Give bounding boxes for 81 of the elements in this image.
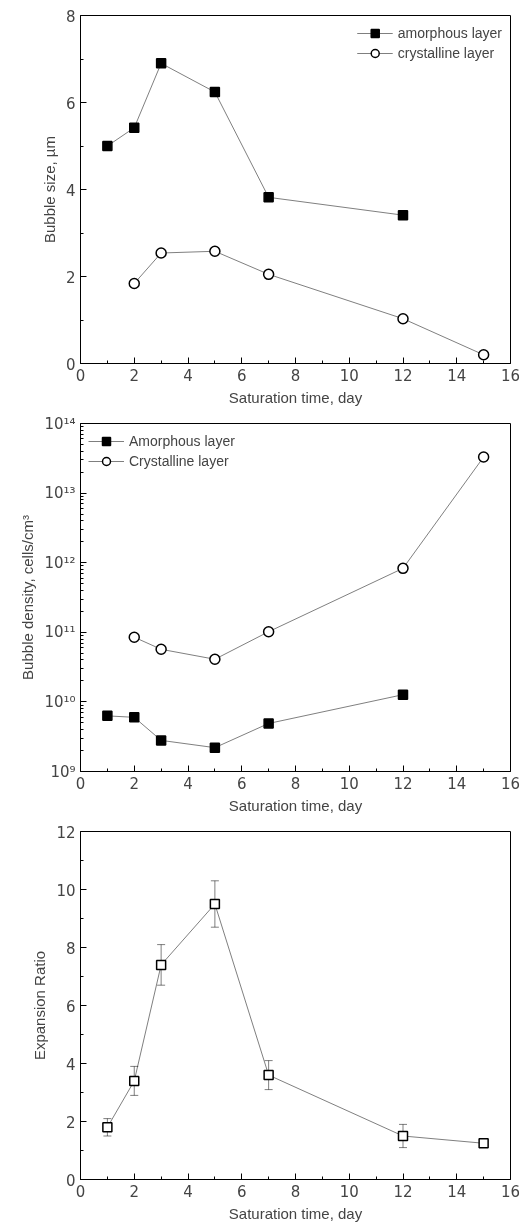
legend-label: crystalline layer [397, 45, 495, 61]
x-tick-label: 14 [447, 774, 467, 793]
x-tick-label: 8 [290, 1182, 301, 1201]
point [102, 1122, 113, 1133]
point [129, 1075, 140, 1087]
y-tick-label: 10¹² [44, 553, 76, 572]
x-tick-label: 4 [183, 366, 193, 385]
y-tick-label: 10¹⁴ [44, 414, 76, 433]
y-tick-label: 8 [65, 939, 76, 958]
y-axis-title: Bubble density, cells/cm³ [19, 515, 37, 680]
y-tick-label: 12 [56, 823, 76, 842]
x-tick-label: 6 [236, 1182, 247, 1201]
x-axis-title: Saturation time, day [228, 1204, 363, 1222]
y-axis-title: Bubble size, µm [40, 135, 58, 244]
x-tick-label: 4 [183, 1182, 193, 1201]
point [155, 735, 167, 746]
point [155, 643, 167, 656]
y-tick-label: 10¹³ [44, 484, 76, 503]
point [102, 140, 113, 152]
x-tick-label: 2 [129, 1182, 140, 1201]
x-tick-label: 16 [500, 1182, 521, 1201]
x-tick-label: 16 [500, 774, 521, 793]
legend-label: amorphous layer [397, 25, 502, 41]
y-tick-label: 4 [65, 1055, 76, 1074]
point [129, 122, 140, 133]
point [209, 245, 221, 258]
x-tick-label: 6 [236, 366, 247, 385]
y-tick-label: 4 [65, 181, 76, 200]
x-tick-label: 16 [500, 366, 521, 385]
x-tick-label: 2 [129, 366, 140, 385]
point [128, 277, 140, 290]
y-tick-label: 6 [65, 94, 76, 113]
point [263, 192, 274, 203]
point [262, 268, 275, 281]
y-tick-label: 10¹⁰ [44, 692, 76, 711]
point [397, 209, 409, 221]
x-tick-label: 14 [447, 366, 467, 385]
point [209, 898, 221, 910]
x-axis-title: Saturation time, day [228, 388, 363, 406]
legend-label: Crystalline layer [129, 453, 229, 469]
point [209, 653, 221, 665]
x-tick-label: 14 [447, 1182, 467, 1201]
point [477, 349, 490, 361]
point [478, 1138, 489, 1149]
y-tick-label: 6 [65, 997, 76, 1016]
point [397, 689, 409, 700]
point [155, 247, 167, 259]
x-axis-title: Saturation time, day [228, 796, 363, 814]
y-tick-label: 10⁹ [50, 762, 76, 781]
x-tick-label: 4 [183, 774, 193, 793]
x-tick-label: 8 [290, 774, 301, 793]
point [102, 710, 113, 722]
x-tick-label: 12 [393, 774, 413, 793]
point [209, 742, 221, 753]
x-tick-label: 6 [236, 774, 247, 793]
y-tick-label: 2 [65, 268, 76, 287]
point [263, 718, 274, 729]
point [129, 712, 140, 723]
point [128, 631, 140, 643]
x-tick-label: 12 [393, 1182, 413, 1201]
legend-label: Amorphous layer [129, 433, 235, 449]
point [155, 58, 167, 69]
x-tick-label: 10 [339, 366, 359, 385]
point [155, 959, 167, 971]
point [397, 562, 409, 575]
x-tick-label: 8 [290, 366, 301, 385]
point [263, 1069, 274, 1081]
point [209, 86, 221, 98]
y-tick-label: 2 [65, 1113, 76, 1132]
y-tick-label: 8 [65, 7, 76, 26]
point [262, 625, 275, 638]
point [397, 312, 409, 325]
x-tick-label: 12 [393, 366, 413, 385]
y-tick-label: 10¹¹ [44, 623, 76, 642]
point [477, 451, 490, 463]
x-tick-label: 2 [129, 774, 140, 793]
x-tick-label: 10 [339, 774, 359, 793]
y-tick-label: 10 [56, 881, 76, 900]
y-axis-title: Expansion Ratio [31, 950, 49, 1061]
x-tick-label: 10 [339, 1182, 359, 1201]
point [397, 1130, 409, 1142]
